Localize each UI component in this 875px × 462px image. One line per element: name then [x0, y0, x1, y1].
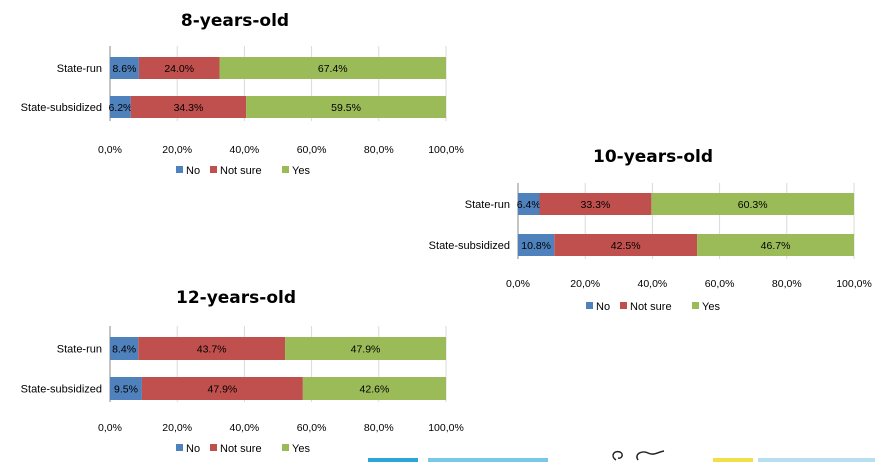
chart3-data-label: 47.9% — [351, 344, 381, 356]
chart3-tick-label: 40,0% — [230, 422, 260, 434]
chart1-legend-swatch — [282, 166, 289, 173]
chart3-data-label: 9.5% — [114, 384, 138, 396]
chart1-bar-yes — [219, 57, 446, 79]
chart3-tick-label: 100,0% — [428, 422, 464, 434]
chart3-category-label: State-run — [57, 344, 102, 356]
chart1-legend-label: Yes — [292, 165, 310, 177]
chart2-tick-label: 100,0% — [836, 278, 872, 290]
chart1-bar-not-sure — [138, 57, 220, 79]
chart3-tick-label: 0,0% — [98, 422, 122, 434]
chart2-legend-label: Not sure — [630, 301, 672, 313]
chart2-bar-no — [518, 234, 555, 256]
chart1-data-label: 24.0% — [164, 63, 194, 75]
chart1-tick-label: 60,0% — [297, 144, 327, 156]
chart1-data-label: 59.5% — [331, 102, 361, 114]
chart1-data-label: 67.4% — [318, 63, 348, 75]
chart1-title: 8-years-old — [181, 11, 289, 31]
chart2-tick-label: 20,0% — [570, 278, 600, 290]
chart3-bar-no — [110, 377, 142, 400]
chart3-legend-label: Yes — [292, 443, 310, 455]
chart1-bar-yes — [246, 96, 446, 118]
chart2-data-label: 42.5% — [611, 240, 641, 252]
chart2-data-label: 33.3% — [581, 199, 611, 211]
logo-bar-right — [758, 458, 875, 462]
chart1-bar-not-sure — [130, 96, 247, 118]
chart1-tick-label: 20,0% — [162, 144, 192, 156]
footer-logo-strip — [368, 448, 875, 462]
chart1-tick-label: 0,0% — [98, 144, 122, 156]
chart2-legend-swatch — [692, 302, 699, 309]
chart2-bar-no — [518, 193, 540, 215]
chart2-category-label: State-subsidized — [429, 240, 510, 252]
chart1-bar-no — [110, 57, 139, 79]
chart1-legend-swatch — [210, 166, 217, 173]
chart2-data-label: 10.8% — [521, 240, 551, 252]
chart1-data-label: 6.2% — [108, 102, 132, 114]
chart2-data-label: 60.3% — [738, 199, 768, 211]
chart3-title: 12-years-old — [176, 288, 296, 308]
chart1-legend-label: No — [186, 165, 200, 177]
chart3-data-label: 43.7% — [197, 344, 227, 356]
chart3-legend-label: Not sure — [220, 443, 262, 455]
chart3-bar-no — [110, 337, 139, 360]
chart3-legend-label: No — [186, 443, 200, 455]
chart3-legend-swatch — [210, 444, 217, 451]
chart2-bar-yes — [697, 234, 854, 256]
chart3-bar-yes — [285, 337, 446, 360]
chart2-category-label: State-run — [465, 199, 510, 211]
chart3-tick-label: 80,0% — [364, 422, 394, 434]
chart3-bar-not-sure — [138, 337, 286, 360]
spiral-logo-icon — [612, 450, 665, 461]
chart3-data-label: 8.4% — [112, 344, 136, 356]
chart1-category-label: State-subsidized — [21, 102, 102, 114]
logo-bar-mid — [428, 458, 548, 462]
logo-bar-left — [368, 458, 418, 462]
chart2-bar-not-sure — [539, 193, 652, 215]
chart3-tick-label: 20,0% — [162, 422, 192, 434]
chart3-category-label: State-subsidized — [21, 384, 102, 396]
chart1-bar-no — [110, 96, 131, 118]
chart1-legend-label: Not sure — [220, 165, 262, 177]
chart3-legend-swatch — [176, 444, 183, 451]
chart1-category-label: State-run — [57, 63, 102, 75]
chart2-tick-label: 0,0% — [506, 278, 530, 290]
chart3-data-label: 42.6% — [360, 384, 390, 396]
chart2-legend-label: Yes — [702, 301, 720, 313]
chart2-tick-label: 60,0% — [705, 278, 735, 290]
chart1-data-label: 34.3% — [174, 102, 204, 114]
chart2-bar-not-sure — [554, 234, 698, 256]
chart3-bar-yes — [302, 377, 446, 400]
chart1-tick-label: 80,0% — [364, 144, 394, 156]
chart2-legend-swatch — [620, 302, 627, 309]
chart3-data-label: 47.9% — [208, 384, 238, 396]
chart2-legend-swatch — [586, 302, 593, 309]
chart1-data-label: 8.6% — [112, 63, 136, 75]
chart2-data-label: 6.4% — [517, 199, 541, 211]
chart2-title: 10-years-old — [593, 147, 713, 167]
chart2-bar-yes — [651, 193, 854, 215]
logo-bar-yellow — [713, 458, 753, 462]
chart2-legend-label: No — [596, 301, 610, 313]
chart2-tick-label: 80,0% — [772, 278, 802, 290]
chart3-bar-not-sure — [141, 377, 303, 400]
chart2-tick-label: 40,0% — [638, 278, 668, 290]
chart2-data-label: 46.7% — [761, 240, 791, 252]
chart1-legend-swatch — [176, 166, 183, 173]
chart1-tick-label: 100,0% — [428, 144, 464, 156]
chart3-legend-swatch — [282, 444, 289, 451]
chart1-tick-label: 40,0% — [230, 144, 260, 156]
chart3-tick-label: 60,0% — [297, 422, 327, 434]
